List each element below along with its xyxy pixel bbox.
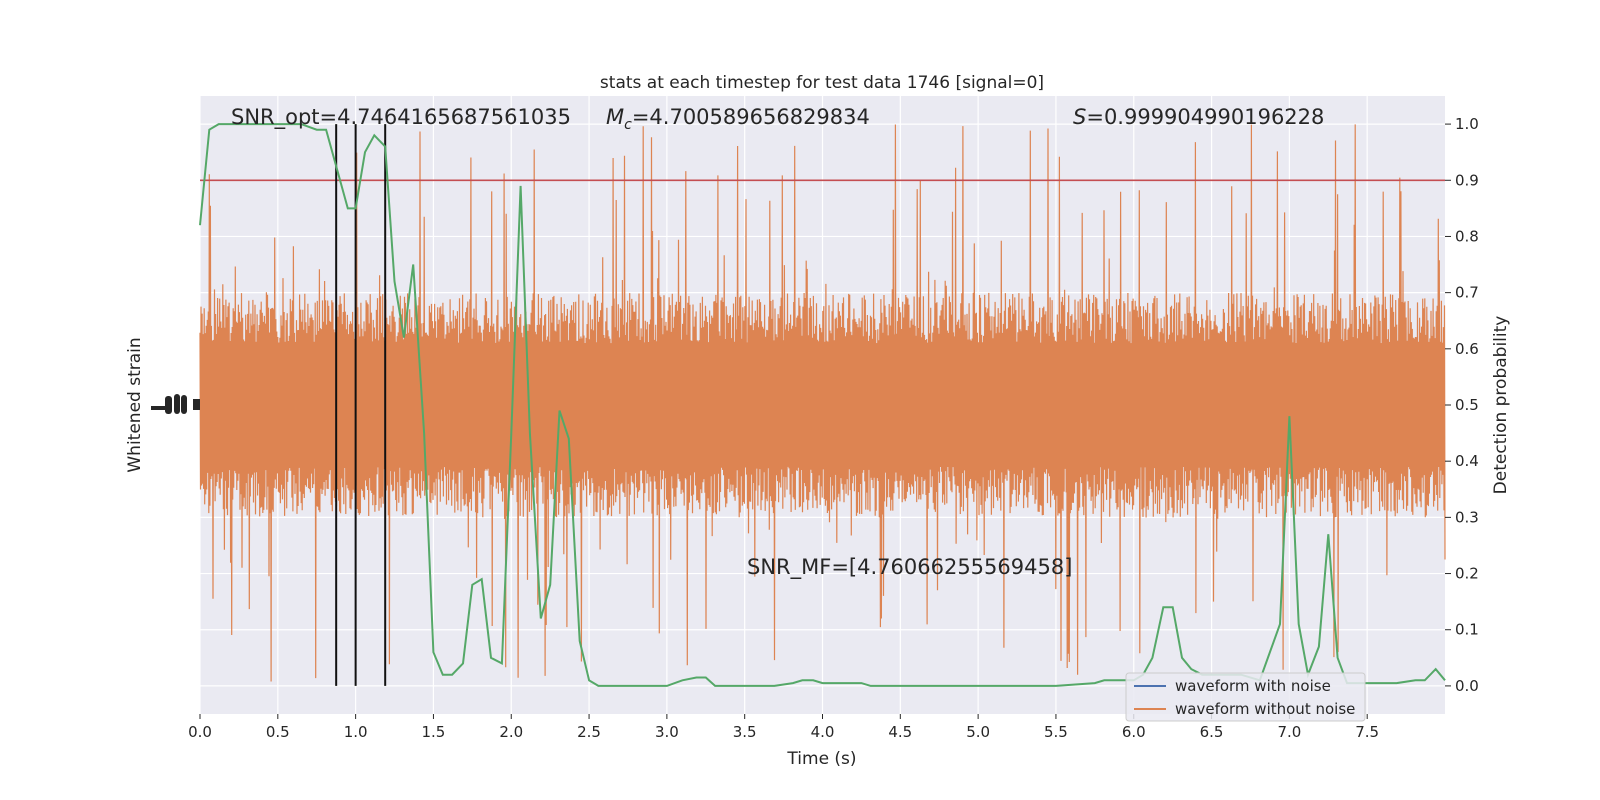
chirp-mass-annotation: Mc=4.700589656829834 — [606, 105, 870, 133]
legend: waveform with noise waveform without noi… — [1125, 672, 1366, 722]
vertical-marker-lines — [335, 124, 387, 686]
y-tick-label: 0.7 — [1455, 284, 1479, 302]
x-tick-label: 7.5 — [1355, 723, 1379, 741]
y-tick-label: 0.4 — [1455, 452, 1479, 470]
left-axis-tick-glyphs — [151, 394, 200, 414]
legend-box — [1125, 672, 1366, 722]
y-tick-label: 0.9 — [1455, 171, 1479, 189]
x-tick-label: 4.0 — [811, 723, 835, 741]
x-axis-ticks: 0.0 0.5 1.0 1.5 2.0 2.5 3.0 3.5 4.0 4.5 5.0 5.5 6.0 6… — [188, 714, 1379, 741]
right-axis-ticks: 0.0 0.1 0.2 0.3 0.4 0.5 0.6 0.7 0.8 0.9 1.0 — [1445, 115, 1479, 695]
chirp-mass-subscript: c — [624, 117, 632, 133]
x-tick-label: 5.5 — [1044, 723, 1068, 741]
legend-label-waveform-without-noise: waveform without noise — [1175, 700, 1355, 718]
y-tick-label: 0.0 — [1455, 677, 1479, 695]
snr-mf-annotation: SNR_MF=[4.76066255569458] — [747, 555, 1072, 580]
y-tick-label: 0.2 — [1455, 565, 1479, 583]
y-tick-label: 0.6 — [1455, 340, 1479, 358]
x-tick-label: 0.0 — [188, 723, 212, 741]
x-tick-label: 5.0 — [966, 723, 990, 741]
strain-trace-core — [200, 343, 1445, 467]
right-axis-title: Detection probability — [1491, 316, 1511, 495]
s-statistic-value: =0.999904990196228 — [1086, 105, 1324, 129]
x-tick-label: 3.5 — [733, 723, 757, 741]
x-tick-label: 4.5 — [888, 723, 912, 741]
left-axis-title: Whitened strain — [125, 337, 145, 472]
legend-label-waveform-with-noise: waveform with noise — [1175, 677, 1331, 695]
waveform-without-noise-trace — [199, 124, 1446, 682]
y-tick-label: 0.3 — [1455, 508, 1479, 526]
y-tick-label: 0.1 — [1455, 621, 1479, 639]
x-tick-label: 1.0 — [344, 723, 368, 741]
chart-title: stats at each timestep for test data 174… — [600, 73, 1044, 93]
x-tick-label: 6.0 — [1122, 723, 1146, 741]
chirp-mass-symbol: M — [606, 105, 624, 129]
x-tick-label: 2.5 — [577, 723, 601, 741]
x-tick-label: 3.0 — [655, 723, 679, 741]
snr-opt-annotation: SNR_opt=4.7464165687561035 — [231, 105, 571, 130]
chirp-mass-value: =4.700589656829834 — [632, 105, 870, 129]
y-tick-label: 1.0 — [1455, 115, 1479, 133]
x-tick-label: 2.0 — [499, 723, 523, 741]
x-tick-label: 7.0 — [1277, 723, 1301, 741]
y-tick-label: 0.8 — [1455, 227, 1479, 245]
x-tick-label: 6.5 — [1200, 723, 1224, 741]
y-tick-label: 0.5 — [1455, 396, 1479, 414]
x-tick-label: 0.5 — [266, 723, 290, 741]
x-tick-label: 1.5 — [422, 723, 446, 741]
s-statistic-symbol: S — [1073, 105, 1086, 129]
s-statistic-annotation: S=0.999904990196228 — [1073, 105, 1324, 129]
x-axis-title: Time (s) — [786, 749, 856, 769]
